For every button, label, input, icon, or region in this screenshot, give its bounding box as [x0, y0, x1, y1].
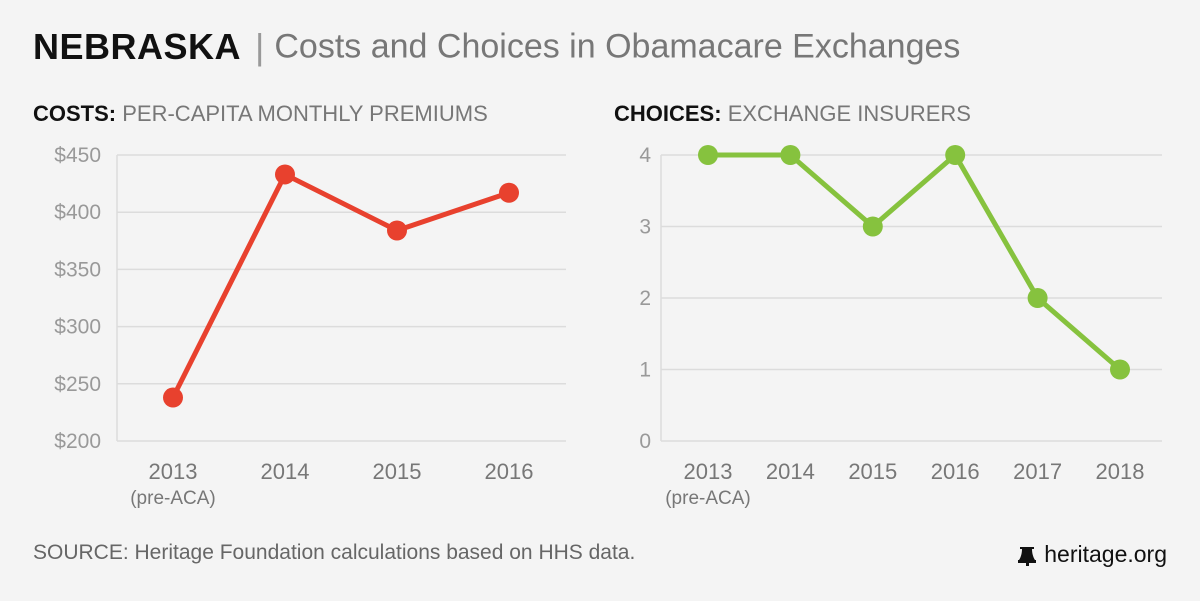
choices-xtick-label: 2016	[931, 459, 980, 484]
choices-xtick-label: 2013	[684, 459, 733, 484]
choices-title-rest: EXCHANGE INSURERS	[727, 101, 971, 126]
choices-xtick-sublabel: (pre-ACA)	[665, 488, 751, 509]
choices-title-bold: CHOICES:	[614, 101, 722, 126]
costs-ytick-label: $250	[54, 373, 101, 396]
choices-ytick-label: 0	[639, 430, 651, 453]
costs-data-point	[275, 164, 295, 185]
choices-ytick-label: 3	[639, 216, 651, 239]
choices-ytick-label: 2	[639, 287, 651, 310]
costs-xtick-label: 2015	[373, 459, 422, 484]
costs-title-rest: PER-CAPITA MONTHLY PREMIUMS	[122, 101, 488, 126]
heritage-logo[interactable]: heritage.org	[1017, 541, 1167, 568]
page-title: Costs and Choices in Obamacare Exchanges	[274, 27, 961, 66]
costs-data-point	[387, 220, 407, 241]
choices-ytick-label: 4	[639, 144, 651, 167]
costs-ytick-label: $450	[54, 144, 101, 167]
choices-data-point	[945, 145, 966, 165]
choices-xtick-label: 2015	[848, 459, 897, 484]
costs-xtick-label: 2014	[261, 459, 310, 484]
costs-series-line	[170, 171, 510, 399]
costs-ytick-label: $300	[54, 316, 101, 339]
choices-xtick-label: 2018	[1096, 459, 1145, 484]
costs-data-point	[499, 182, 519, 203]
choices-ytick-label: 1	[639, 359, 651, 382]
costs-ytick-label: $200	[54, 430, 101, 453]
costs-ytick-label: $400	[54, 201, 101, 224]
costs-title-bold: COSTS:	[33, 101, 117, 126]
choices-data-point	[1110, 359, 1130, 380]
choices-data-point	[1027, 288, 1048, 308]
choices-series-line	[708, 152, 1122, 372]
source-note: SOURCE: Heritage Foundation calculations…	[33, 541, 636, 564]
choices-data-point	[862, 216, 883, 237]
choices-data-point	[698, 145, 718, 165]
title-separator: |	[255, 26, 265, 67]
choices-panel-title: CHOICES: EXCHANGE INSURERS	[614, 101, 971, 127]
header: NEBRASKA | Costs and Choices in Obamacare …	[33, 26, 960, 74]
liberty-bell-icon	[1018, 546, 1037, 566]
logo-text: heritage.org	[1044, 541, 1167, 567]
choices-data-point	[780, 145, 801, 165]
costs-data-point	[163, 387, 183, 408]
choices-xtick-label: 2014	[766, 459, 815, 484]
state-name: NEBRASKA	[33, 26, 242, 67]
costs-xtick-label: 2013	[149, 459, 198, 484]
costs-xtick-sublabel: (pre-ACA)	[130, 488, 216, 509]
choices-xtick-label: 2017	[1013, 459, 1062, 484]
costs-panel-title: COSTS: PER-CAPITA MONTHLY PREMIUMS	[33, 101, 488, 127]
costs-ytick-label: $350	[54, 258, 101, 281]
costs-xtick-label: 2016	[485, 459, 534, 484]
